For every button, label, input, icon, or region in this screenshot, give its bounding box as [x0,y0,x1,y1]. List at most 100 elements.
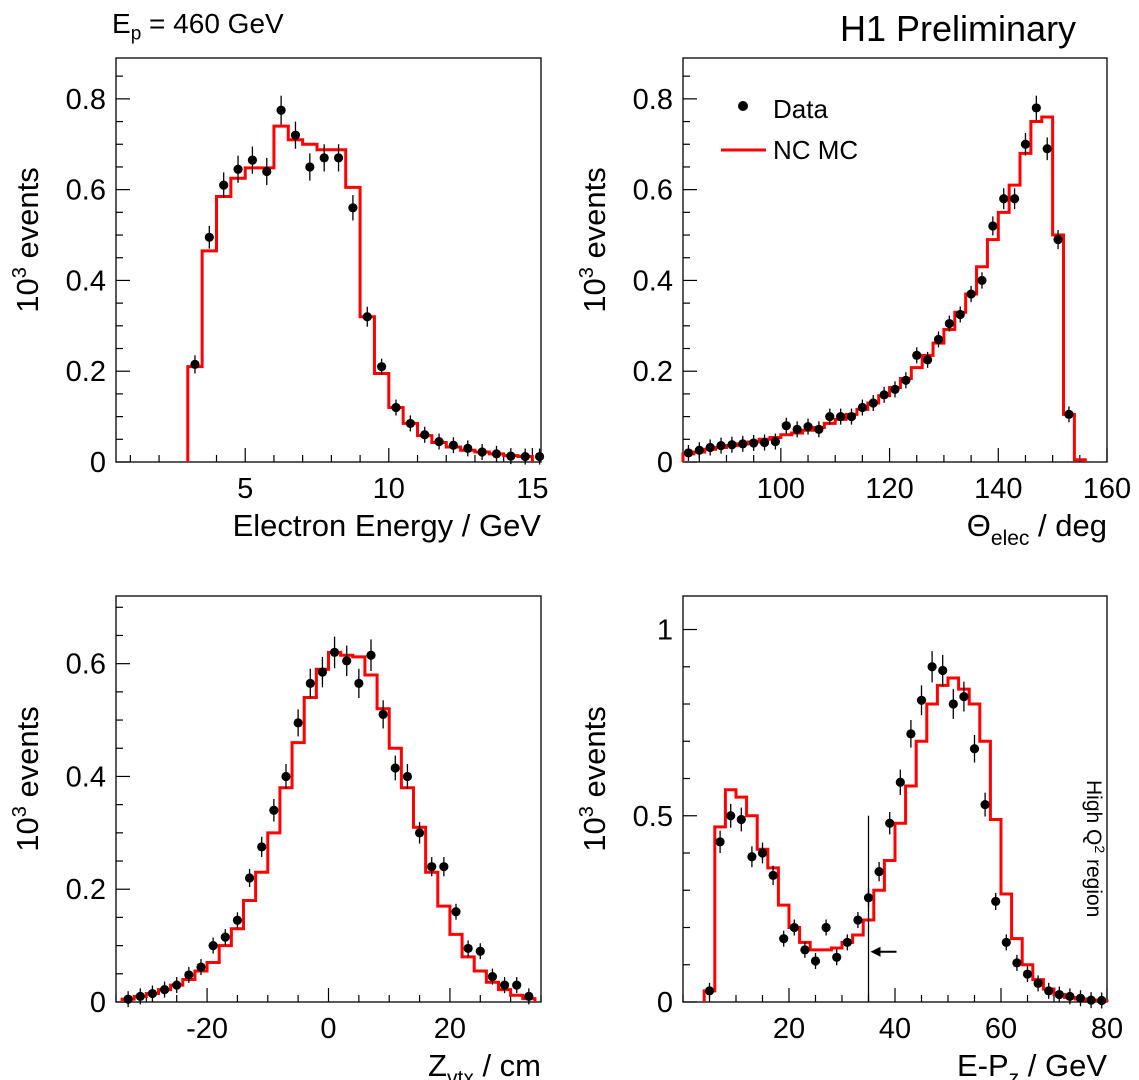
data-point [747,852,757,862]
data-point [959,691,969,702]
data-point [477,447,487,457]
x-tick-label: 120 [865,473,913,505]
data-point [846,412,857,422]
data-point [427,862,437,872]
mc-histogram [681,115,1087,462]
data-point [402,771,413,782]
x-tick-label: 20 [773,1013,805,1045]
data-point [366,650,376,660]
data-point [414,828,425,838]
data-point [269,805,279,815]
data-point [948,699,958,709]
data-point [204,232,214,242]
legend: Data NC MC [721,94,858,165]
preliminary-label: H1 Preliminary [840,8,1077,49]
data-point [377,362,387,372]
data-point [938,665,948,676]
panel-3: -20 0 20 0 0.2 0.4 0.6 103 events Zvtx / cm [9,595,542,1080]
data-point [1065,991,1075,1002]
data-point [683,448,694,458]
data-point [159,984,170,995]
data-point [781,421,791,431]
data-point [184,970,194,980]
data-point [208,941,218,951]
mc-histogram [186,124,534,462]
panel-4: 20 40 60 80 0 0.5 1 103 events E-Pz / GeV [576,595,1123,1080]
data-point [810,956,821,966]
data-point [329,647,340,657]
data-point [1012,958,1022,968]
x-tick-label: -20 [186,1013,228,1045]
data-point [451,907,461,917]
legend-mc-label: NC MC [773,135,858,165]
y-axis-label: 103 events [9,167,45,313]
data-point [1020,139,1031,149]
data-point [770,436,781,447]
beam-energy-label: Ep = 460 GeV [112,8,284,45]
mc-histogram [702,676,1109,1003]
data-point [705,442,715,453]
data-point [821,922,831,933]
data-point [319,153,329,163]
data-point [257,842,267,852]
x-tick-label: 10 [373,473,405,505]
data-point [1031,103,1041,113]
data-point [172,980,182,990]
data-point [281,771,291,782]
data-point [726,811,736,821]
data-point [933,334,944,345]
x-tick-label: 40 [879,1013,911,1045]
y-tick-label: 0.2 [66,356,106,388]
data-point [923,355,933,365]
plot-frame [682,57,1108,463]
data-point [342,656,352,666]
data-point [524,991,534,1001]
plot-frame [115,57,542,463]
data-point [1022,969,1033,979]
data-point [895,777,905,787]
y-axis-label: 103 events [576,167,612,313]
data-point [977,275,987,286]
data-point [262,166,272,177]
data-point [736,814,746,825]
y-tick-label: 0.8 [633,84,673,116]
data-point [814,424,824,434]
data-point [405,418,415,429]
data-point [792,424,802,434]
data-point [749,438,759,448]
y-tick-label: 0.6 [633,175,673,207]
data-point [768,870,778,880]
data-point [219,180,229,190]
data-point [1042,144,1052,154]
y-tick-label: 0.4 [633,265,673,297]
data-point [988,221,998,231]
y-tick-label: 0 [657,447,673,479]
data-point [969,744,980,754]
data-point [789,922,799,933]
data-point [520,451,530,462]
data-point [512,980,522,990]
x-tick-label: 140 [974,473,1022,505]
data-point [727,440,737,450]
panel-1: 5 10 15 0 0.2 0.4 0.6 0.8 103 events Electron Ene… [9,57,549,543]
mc-histogram [120,650,537,1002]
x-tick-label: 5 [237,473,253,505]
data-point [147,988,158,999]
y-tick-label: 0.2 [633,356,673,388]
legend-data-marker [738,101,748,111]
data-point [803,421,813,432]
y-tick-label: 0 [90,447,106,479]
data-point [1009,194,1020,204]
data-point [715,837,725,847]
data-point [390,763,400,773]
data-point [378,709,388,720]
data-point [853,915,863,925]
data-point [694,445,704,455]
data-point [991,896,1001,907]
y-tick-label: 0.5 [633,801,673,833]
data-point [738,439,748,449]
y-tick-label: 0 [90,987,106,1019]
data-point [420,430,430,440]
x-axis-label: Θelec / deg [967,508,1107,550]
